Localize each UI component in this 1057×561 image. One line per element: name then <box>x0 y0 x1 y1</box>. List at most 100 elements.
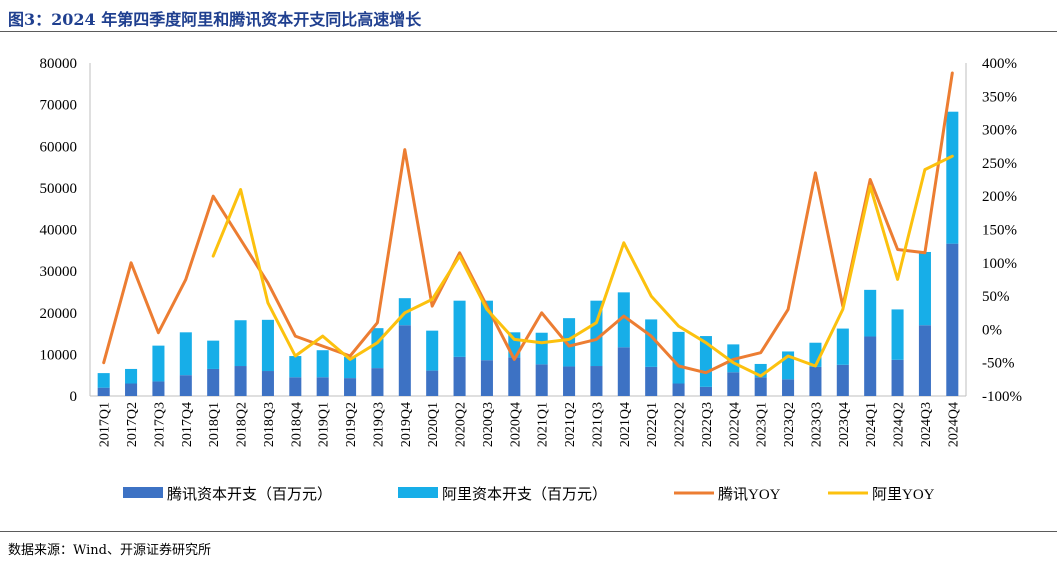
bar-tencent-capex <box>891 359 904 396</box>
y-right-tick-label: 0% <box>982 322 1002 338</box>
x-tick-label: 2019Q3 <box>371 402 386 447</box>
chart-title: 图3：2024 年第四季度阿里和腾讯资本开支同比高速增长 <box>8 10 422 29</box>
bar-tencent-capex <box>426 370 439 396</box>
y-right-tick-label: 250% <box>982 156 1017 172</box>
bar-tencent-capex <box>590 366 603 396</box>
bar-ali-capex <box>179 332 192 376</box>
x-tick-label: 2017Q1 <box>98 402 113 447</box>
x-tick-label: 2024Q1 <box>864 402 879 447</box>
bar-tencent-capex <box>918 325 931 396</box>
legend-label: 腾讯YOY <box>718 486 781 503</box>
y-right-tick-label: 200% <box>982 189 1017 205</box>
bar-tencent-capex <box>125 383 138 396</box>
bar-tencent-capex <box>699 386 712 396</box>
x-tick-label: 2018Q1 <box>207 402 222 447</box>
legend-label: 腾讯资本开支（百万元） <box>167 486 332 503</box>
bar-tencent-capex <box>864 336 877 396</box>
x-tick-label: 2017Q2 <box>125 402 140 447</box>
bar-ali-capex <box>261 319 274 372</box>
y-right-tick-label: 150% <box>982 223 1017 239</box>
legend-swatch <box>398 487 438 498</box>
y-right-tick-label: -50% <box>982 356 1015 372</box>
x-tick-label: 2020Q4 <box>508 402 523 447</box>
bar-ali-capex <box>316 350 329 378</box>
bar-tencent-capex <box>453 356 466 396</box>
bar-ali-capex <box>672 331 685 384</box>
bar-ali-capex <box>97 373 110 388</box>
legend-swatch <box>123 487 163 498</box>
y-left-tick-label: 70000 <box>40 98 78 114</box>
x-tick-label: 2022Q4 <box>727 402 742 447</box>
bar-ali-capex <box>453 300 466 357</box>
x-tick-label: 2023Q4 <box>837 402 852 447</box>
x-tick-label: 2018Q2 <box>235 402 250 447</box>
y-left-tick-label: 80000 <box>40 56 78 72</box>
x-tick-label: 2022Q2 <box>673 402 688 447</box>
x-tick-label: 2023Q1 <box>755 402 770 447</box>
y-left-tick-label: 40000 <box>40 223 78 239</box>
bar-tencent-capex <box>371 368 384 396</box>
bar-ali-capex <box>864 289 877 337</box>
y-left-tick-label: 30000 <box>40 264 78 280</box>
x-tick-label: 2022Q3 <box>700 402 715 447</box>
bar-tencent-capex <box>782 379 795 396</box>
x-tick-label: 2020Q2 <box>454 402 469 447</box>
bar-tencent-capex <box>207 368 220 396</box>
x-tick-label: 2024Q4 <box>946 402 961 447</box>
legend-label: 阿里YOY <box>872 486 935 503</box>
y-left-tick-label: 50000 <box>40 181 78 197</box>
bar-ali-capex <box>891 309 904 360</box>
x-tick-label: 2021Q3 <box>590 402 605 447</box>
bar-ali-capex <box>152 345 165 382</box>
y-right-tick-label: 100% <box>982 256 1017 272</box>
y-right-tick-label: 350% <box>982 89 1017 105</box>
x-tick-label: 2021Q1 <box>536 402 551 447</box>
bar-ali-capex <box>371 328 384 369</box>
bar-tencent-capex <box>234 366 247 396</box>
bar-tencent-capex <box>289 377 302 396</box>
bar-ali-capex <box>918 251 931 326</box>
y-right-tick-label: -100% <box>982 389 1022 405</box>
bar-ali-capex <box>535 332 548 365</box>
x-tick-label: 2017Q3 <box>152 402 167 447</box>
bar-tencent-capex <box>508 357 521 396</box>
x-tick-label: 2019Q4 <box>399 402 414 447</box>
line-ali-yoy <box>211 154 954 378</box>
bar-tencent-capex <box>836 364 849 396</box>
x-tick-label: 2018Q4 <box>289 402 304 447</box>
bar-ali-capex <box>617 292 630 348</box>
x-tick-label: 2023Q2 <box>782 402 797 447</box>
bar-tencent-capex <box>480 360 493 396</box>
bar-tencent-capex <box>398 325 411 396</box>
bar-ali-capex <box>699 336 712 387</box>
y-left-tick-label: 60000 <box>40 139 78 155</box>
bar-ali-capex <box>344 356 357 379</box>
line-tencent-yoy <box>102 71 954 375</box>
source-note: 数据来源：Wind、开源证券研究所 <box>8 543 211 558</box>
y-left-tick-label: 20000 <box>40 306 78 322</box>
x-tick-label: 2024Q3 <box>919 402 934 447</box>
y-right-tick-label: 400% <box>982 56 1017 72</box>
bar-ali-capex <box>836 328 849 365</box>
bar-tencent-capex <box>179 375 192 396</box>
bar-ali-capex <box>125 368 138 384</box>
x-tick-label: 2019Q2 <box>344 402 359 447</box>
legend-label: 阿里资本开支（百万元） <box>442 486 607 503</box>
x-tick-label: 2021Q2 <box>563 402 578 447</box>
bar-tencent-capex <box>152 381 165 396</box>
title-divider <box>0 31 1057 32</box>
bar-tencent-capex <box>563 366 576 396</box>
bar-ali-capex <box>946 111 959 244</box>
bar-ali-capex <box>207 340 220 369</box>
x-tick-label: 2020Q3 <box>481 402 496 447</box>
bar-ali-capex <box>480 300 493 361</box>
y-right-tick-label: 50% <box>982 289 1010 305</box>
bar-ali-capex <box>234 320 247 367</box>
bar-ali-capex <box>563 318 576 367</box>
bar-tencent-capex <box>645 366 658 396</box>
bar-tencent-capex <box>946 243 959 396</box>
x-tick-label: 2020Q1 <box>426 402 441 447</box>
bar-tencent-capex <box>316 377 329 396</box>
x-tick-label: 2021Q4 <box>618 402 633 447</box>
